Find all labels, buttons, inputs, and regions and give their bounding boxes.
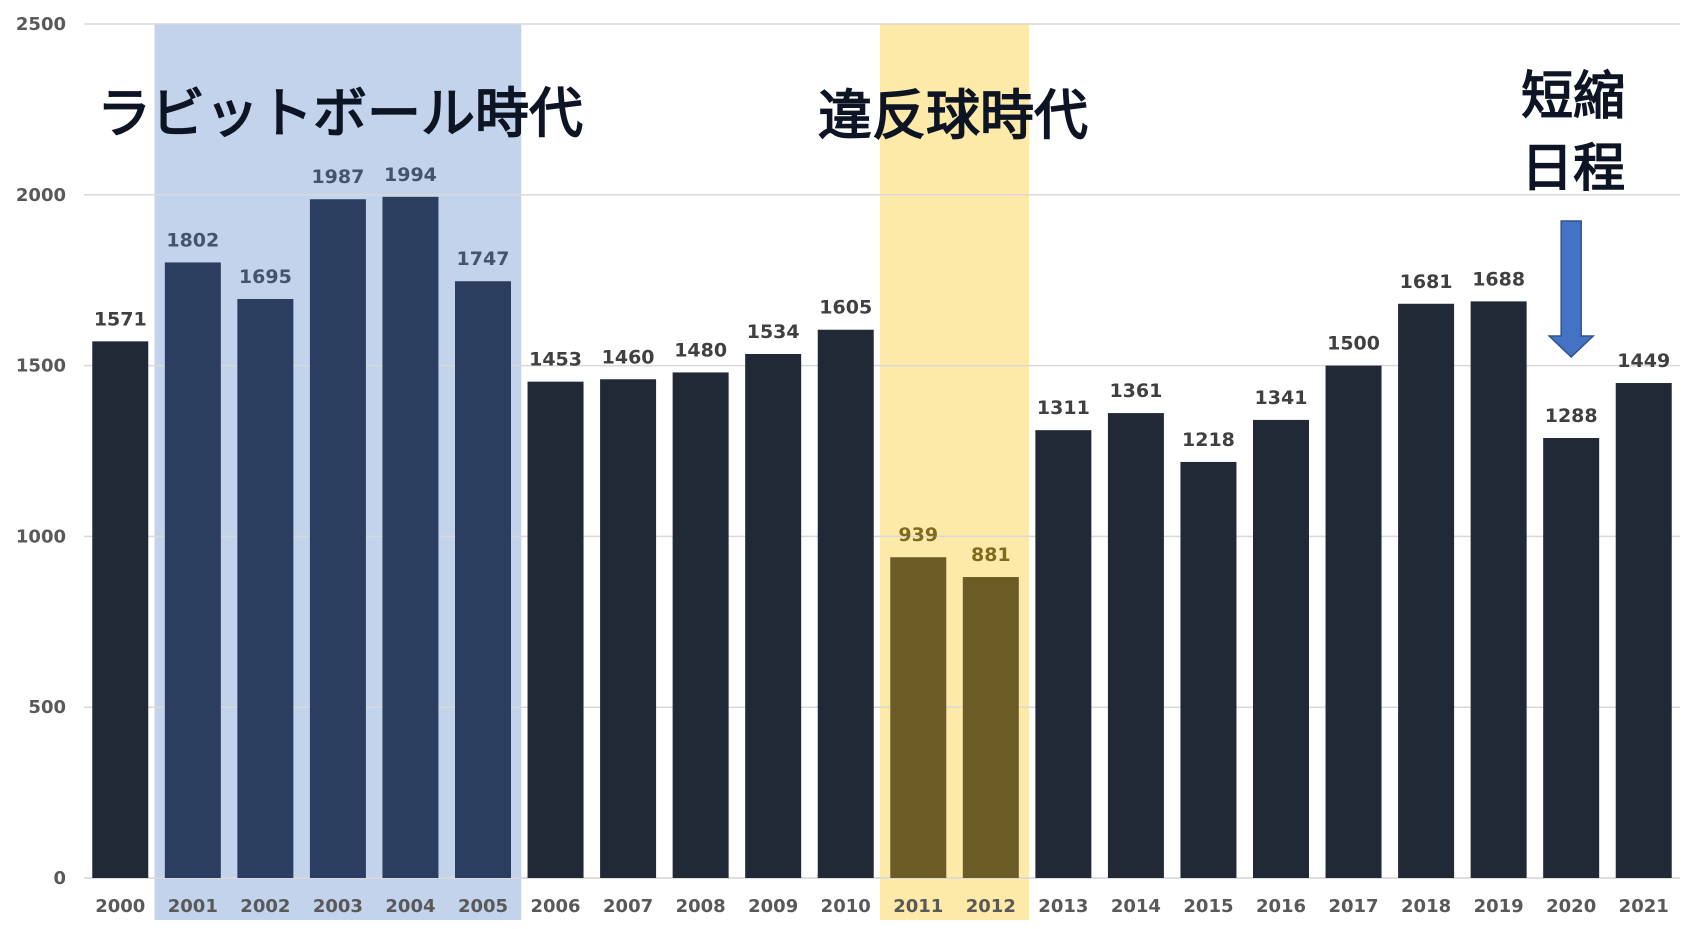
bar-2014 bbox=[1107, 413, 1164, 878]
bar-2015 bbox=[1180, 461, 1237, 878]
bar-2010 bbox=[817, 329, 874, 878]
x-tick-label: 2005 bbox=[458, 896, 508, 917]
value-label: 1987 bbox=[311, 166, 364, 188]
value-label: 1534 bbox=[747, 321, 800, 343]
annotation-text: 日程 bbox=[1521, 139, 1625, 199]
bar-2013 bbox=[1035, 430, 1092, 878]
annotation-text: 短縮 bbox=[1521, 67, 1625, 127]
x-tick-label: 2006 bbox=[530, 896, 580, 917]
x-tick-label: 2000 bbox=[95, 896, 145, 917]
era-labels: ラビットボール時代 違反球時代 bbox=[97, 82, 1088, 147]
value-label: 1341 bbox=[1255, 387, 1308, 409]
bar-2007 bbox=[600, 379, 657, 878]
bar-2021 bbox=[1615, 383, 1672, 878]
bar-2004 bbox=[382, 196, 439, 878]
x-tick-label: 2009 bbox=[748, 896, 798, 917]
x-tick-label: 2018 bbox=[1401, 896, 1451, 917]
bar-2012 bbox=[962, 577, 1019, 878]
x-tick-label: 2017 bbox=[1328, 896, 1378, 917]
value-label: 1605 bbox=[819, 297, 872, 319]
bar-2011 bbox=[890, 557, 947, 878]
x-tick-label: 2016 bbox=[1256, 896, 1306, 917]
y-tick-label: 2500 bbox=[16, 14, 66, 35]
value-label: 1311 bbox=[1037, 397, 1090, 419]
bar-2001 bbox=[164, 262, 221, 879]
value-label: 939 bbox=[898, 524, 938, 546]
x-tick-label: 2011 bbox=[893, 896, 943, 917]
value-label: 1681 bbox=[1400, 271, 1453, 293]
bar-2006 bbox=[527, 381, 584, 878]
down-arrow-icon bbox=[1547, 220, 1596, 359]
x-tick-label: 2015 bbox=[1183, 896, 1233, 917]
x-tick-label: 2002 bbox=[240, 896, 290, 917]
data-labels: 1571 1802 1695 1987 1994 1747 1453 1460 1480 1534… bbox=[94, 164, 1670, 566]
bars bbox=[92, 196, 1672, 879]
y-tick-label: 2000 bbox=[16, 185, 66, 206]
value-label: 1747 bbox=[457, 248, 510, 270]
y-tick-label: 1000 bbox=[16, 526, 66, 547]
bar-2017 bbox=[1325, 365, 1382, 879]
x-tick-label: 2004 bbox=[385, 896, 435, 917]
x-tick-label: 2008 bbox=[676, 896, 726, 917]
x-tick-label: 2003 bbox=[313, 896, 363, 917]
x-axis-tick-labels: 2000 2001 2002 2003 2004 2005 2006 2007 2008 2009… bbox=[95, 896, 1669, 917]
bar-2016 bbox=[1253, 419, 1309, 878]
value-label: 1571 bbox=[94, 308, 147, 330]
y-axis-tick-labels: 0 500 1000 1500 2000 2500 bbox=[16, 14, 66, 889]
x-tick-label: 2001 bbox=[168, 896, 218, 917]
x-tick-label: 2021 bbox=[1619, 896, 1669, 917]
value-label: 1218 bbox=[1182, 429, 1235, 451]
value-label: 1453 bbox=[529, 349, 582, 371]
value-label: 1460 bbox=[602, 346, 655, 368]
x-tick-label: 2014 bbox=[1111, 896, 1161, 917]
value-label: 1695 bbox=[239, 266, 292, 288]
bar-2005 bbox=[455, 281, 511, 878]
value-label: 881 bbox=[971, 544, 1011, 566]
value-label: 1994 bbox=[384, 164, 437, 186]
x-tick-label: 2020 bbox=[1546, 896, 1596, 917]
y-tick-label: 1500 bbox=[16, 356, 66, 377]
value-label: 1288 bbox=[1545, 405, 1598, 427]
bar-2009 bbox=[745, 353, 802, 878]
value-label: 1688 bbox=[1472, 268, 1525, 290]
y-tick-label: 0 bbox=[53, 868, 66, 889]
x-tick-label: 2019 bbox=[1474, 896, 1524, 917]
value-label: 1449 bbox=[1617, 350, 1670, 372]
value-label: 1361 bbox=[1109, 380, 1162, 402]
bar-2008 bbox=[672, 372, 729, 878]
x-tick-label: 2013 bbox=[1038, 896, 1088, 917]
bar-2002 bbox=[237, 298, 294, 878]
bar-2020 bbox=[1543, 438, 1600, 878]
bar-2018 bbox=[1398, 303, 1455, 878]
era-label: 違反球時代 bbox=[818, 84, 1088, 147]
x-tick-label: 2012 bbox=[966, 896, 1016, 917]
bar-2003 bbox=[309, 199, 366, 879]
value-label: 1500 bbox=[1327, 333, 1380, 355]
x-tick-label: 2010 bbox=[821, 896, 871, 917]
value-label: 1480 bbox=[674, 339, 727, 361]
bar-2019 bbox=[1470, 301, 1527, 878]
value-label: 1802 bbox=[166, 229, 219, 251]
y-tick-label: 500 bbox=[28, 697, 66, 718]
era-label: ラビットボール時代 bbox=[97, 82, 583, 145]
bar-2000 bbox=[92, 341, 149, 878]
x-tick-label: 2007 bbox=[603, 896, 653, 917]
